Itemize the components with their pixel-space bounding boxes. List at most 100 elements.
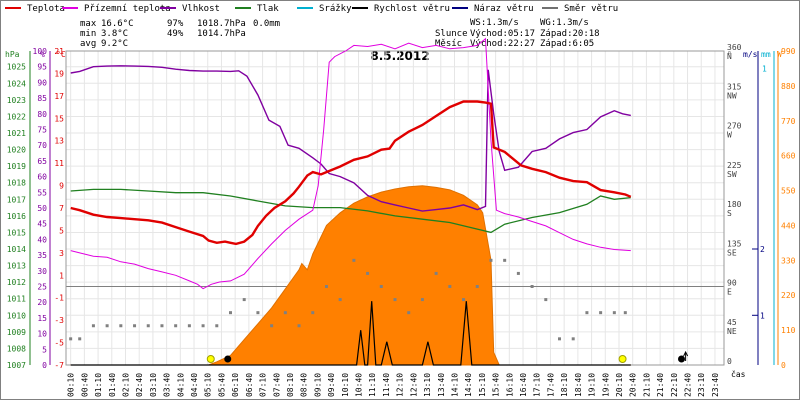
temperature-tick: 19: [54, 69, 64, 78]
direction-tick: 270: [727, 122, 742, 131]
direction-point: [105, 324, 109, 328]
x-tick-label: 17:40: [546, 373, 555, 397]
stats-rain: 0.0mm: [253, 19, 280, 29]
humidity-tick: 95: [37, 63, 47, 72]
humidity-tick: 45: [37, 220, 47, 229]
pressure-tick: 1017: [7, 195, 26, 204]
direction-point: [91, 324, 95, 328]
info-ws: WS:1.3m/s: [470, 18, 519, 28]
direction-point: [407, 311, 411, 315]
direction-point: [174, 324, 178, 328]
direction-point: [475, 285, 479, 288]
temperature-tick: 3: [59, 249, 64, 258]
temperature-tick: 17: [54, 92, 64, 101]
direction-point: [612, 311, 616, 315]
x-tick-label: 06:40: [245, 373, 254, 397]
temperature-tick: -5: [54, 339, 64, 348]
solar-tick: 330: [781, 256, 796, 265]
humidity-tick: 5: [42, 345, 47, 354]
stats-label: max: [80, 19, 97, 29]
humidity-tick: 80: [37, 110, 47, 119]
pressure-tick: 1015: [7, 228, 26, 237]
solar-tick: 770: [781, 117, 796, 126]
x-tick-label: 21:40: [656, 373, 665, 397]
direction-label: NE: [727, 327, 737, 336]
stats-humidity: 49%: [167, 29, 184, 39]
temperature-tick: 9: [59, 182, 64, 191]
direction-point: [215, 324, 219, 328]
direction-point: [530, 285, 534, 288]
x-tick-label: 12:40: [409, 373, 418, 397]
x-tick-label: 14:40: [464, 373, 473, 397]
direction-point: [516, 271, 520, 275]
humidity-tick: 75: [37, 126, 47, 135]
x-tick-label: 16:10: [505, 373, 514, 397]
pressure-tick: 1011: [7, 295, 26, 304]
pressure-tick: 1024: [7, 79, 26, 88]
pressure-tick: 1012: [7, 278, 26, 287]
rain-tick: 1: [762, 64, 767, 73]
pressure-tick: 1009: [7, 328, 26, 337]
info-moon-rise: Východ:22:27: [470, 39, 535, 49]
x-tick-label: 13:10: [423, 373, 432, 397]
direction-point: [256, 311, 260, 315]
x-tick-label: 02:10: [121, 373, 130, 397]
direction-point: [133, 324, 137, 328]
humidity-tick: 30: [37, 267, 47, 276]
stats-pressure: 1018.7hPa: [197, 19, 246, 29]
stats-label: min: [80, 29, 96, 39]
direction-tick: 45: [727, 318, 737, 327]
x-tick-label: 10:10: [341, 373, 350, 397]
x-tick-label: 09:40: [327, 373, 336, 397]
x-tick-label: 22:10: [670, 373, 679, 397]
x-tick-label: 11:10: [368, 373, 377, 397]
pressure-tick: 1022: [7, 112, 26, 121]
x-tick-label: 18:10: [560, 373, 569, 397]
direction-point: [393, 298, 397, 302]
solar-tick: 880: [781, 82, 796, 91]
x-tick-label: 07:10: [259, 373, 268, 397]
direction-point: [270, 324, 274, 328]
direction-label: W: [727, 131, 732, 140]
direction-point: [544, 298, 548, 302]
legend-label: Vlhkost: [182, 4, 220, 14]
axis-unit-rain: mm: [761, 50, 771, 59]
direction-point: [324, 285, 328, 288]
pressure-tick: 1007: [7, 361, 26, 370]
humidity-tick: 20: [37, 298, 47, 307]
temperature-tick: 13: [54, 137, 64, 146]
direction-point: [229, 311, 232, 315]
pressure-tick: 1008: [7, 344, 26, 353]
humidity-tick: 35: [37, 251, 47, 260]
x-tick-label: 15:10: [478, 373, 487, 397]
humidity-tick: 0: [42, 361, 47, 370]
x-tick-label: 13:40: [437, 373, 446, 397]
x-tick-label: 18:40: [574, 373, 583, 397]
info-sun-rise: Východ:05:17: [470, 29, 535, 39]
direction-point: [379, 285, 383, 288]
stats-label: avg: [80, 39, 96, 49]
direction-tick: 135: [727, 239, 742, 248]
x-tick-label: 23:10: [697, 373, 706, 397]
x-tick-label: 19:40: [601, 373, 610, 397]
temperature-tick: 7: [59, 204, 64, 213]
pressure-tick: 1013: [7, 262, 26, 271]
direction-point: [420, 298, 424, 302]
axis-unit-direction: °: [727, 50, 732, 59]
direction-point: [503, 258, 507, 262]
legend-label: Rychlost větru: [374, 4, 450, 14]
x-tick-label: 05:10: [204, 373, 213, 397]
humidity-tick: 90: [37, 78, 47, 87]
solar-tick: 110: [781, 326, 796, 335]
direction-point: [462, 298, 466, 302]
humidity-tick: 40: [37, 235, 47, 244]
axis-unit-wind: m/s: [743, 50, 758, 59]
pressure-tick: 1025: [7, 63, 26, 72]
temperature-tick: 11: [54, 159, 64, 168]
solar-tick: 990: [781, 47, 796, 56]
direction-point: [366, 271, 370, 275]
axis-unit-temperature: °C: [56, 50, 66, 59]
direction-point: [585, 311, 589, 315]
x-tick-label: 04:10: [176, 373, 185, 397]
